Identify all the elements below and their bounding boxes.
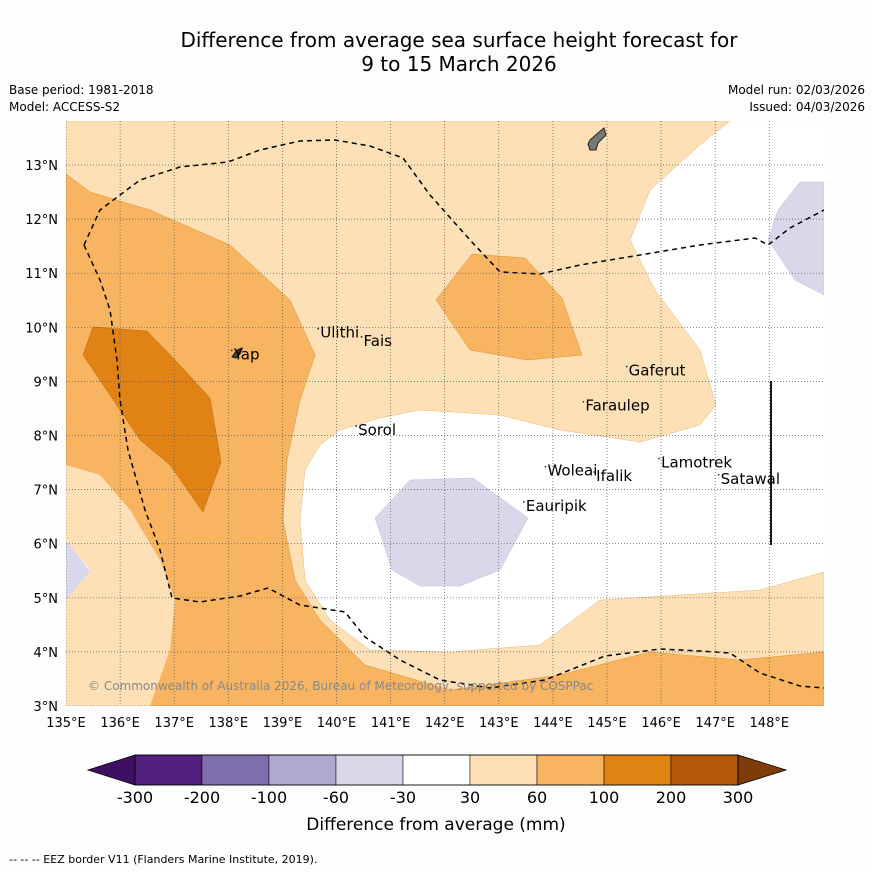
- lat-tick-label: 4°N: [34, 646, 59, 661]
- lon-tick-label: 138°E: [209, 716, 249, 731]
- lon-tick-label: 148°E: [750, 716, 790, 731]
- contour-neg-west: [66, 540, 90, 600]
- place-marker: [582, 400, 585, 403]
- lon-tick-label: 143°E: [479, 716, 519, 731]
- place-marker: [658, 457, 660, 460]
- contour-neutral-south: [66, 465, 175, 706]
- colorbar: -300 -200 -100 -60 -30 30 60 100 200 300: [86, 754, 788, 807]
- colorbar-tick-label: 60: [527, 788, 547, 807]
- colorbar-label: Difference from average (mm): [306, 815, 565, 835]
- contour-60-100-central: [435, 253, 583, 361]
- lon-tick-label: 146°E: [641, 716, 681, 731]
- guam-land: [587, 127, 607, 151]
- lat-tick-label: 13°N: [25, 159, 58, 174]
- place-marker: [355, 425, 358, 427]
- place-label-woleai: Woleai: [547, 462, 597, 480]
- colorbar-tick-label: 200: [656, 788, 687, 807]
- place-marker: [230, 349, 233, 352]
- colorbar-tick-label: -30: [390, 788, 416, 807]
- lat-tick-label: 5°N: [34, 592, 59, 607]
- place-label-satawal: Satawal: [721, 470, 780, 488]
- colorbar-tick-label: -200: [184, 788, 220, 807]
- yap-land: [231, 347, 243, 359]
- lon-tick-label: 147°E: [695, 716, 735, 731]
- lat-tick-label: 3°N: [34, 700, 59, 715]
- colorbar-swatch: [536, 754, 605, 786]
- footer-note: -- -- -- EEZ border V11 (Flanders Marine…: [9, 853, 318, 866]
- place-label-sorol: Sorol: [358, 421, 396, 439]
- place-label-faraulep: Faraulep: [585, 397, 649, 415]
- place-label-ulithi: Ulithi: [320, 324, 359, 342]
- place-marker: [317, 327, 320, 330]
- place-label-gaferut: Gaferut: [629, 362, 686, 380]
- graticule: [66, 121, 824, 706]
- colorbar-swatch: [335, 754, 404, 786]
- colorbar-tick-label: -300: [117, 788, 153, 807]
- place-label-ifalik: Ifalik: [596, 467, 632, 485]
- place-marker: [360, 335, 363, 338]
- place-label-lamotrek: Lamotrek: [661, 454, 732, 472]
- place-marker: [522, 500, 525, 503]
- lon-tick-label: 136°E: [100, 716, 140, 731]
- colorbar-tick-label: 300: [723, 788, 754, 807]
- lon-tick-label: 145°E: [587, 716, 627, 731]
- copyright-text: © Commonwealth of Australia 2026, Bureau…: [88, 679, 593, 693]
- lon-tick-label: 141°E: [371, 716, 411, 731]
- colorbar-swatch: [268, 754, 337, 786]
- contour-60-100-west: [66, 173, 824, 706]
- contour-neg-central: [374, 477, 529, 587]
- model-name: Model: ACCESS-S2: [9, 100, 121, 114]
- lon-tick-label: 142°E: [425, 716, 465, 731]
- axis-labels: 135°E 136°E 137°E 138°E 139°E 140°E 141°E 142°E…: [25, 159, 789, 731]
- colorbar-swatch: [201, 754, 270, 786]
- contour-fills: Yap Ulithi Fais Gaferut Faraulep Sorol WoleaiI…: [66, 121, 824, 706]
- lon-tick-label: 140°E: [317, 716, 357, 731]
- place-label-yap: Yap: [233, 345, 260, 363]
- lat-tick-label: 9°N: [34, 375, 59, 390]
- colorbar-tick-label: 100: [589, 788, 620, 807]
- meta-right: Model run: 02/03/2026 Issued: 04/03/2026: [728, 82, 865, 116]
- chart-title-line-2: 9 to 15 March 2026: [361, 52, 557, 76]
- colorbar-swatch: [603, 754, 672, 786]
- place-marker: [717, 473, 720, 476]
- lat-tick-label: 7°N: [34, 484, 59, 499]
- lat-tick-label: 12°N: [25, 213, 58, 228]
- colorbar-extend-high: [737, 754, 788, 786]
- place-label-eauripik: Eauripik: [526, 497, 587, 515]
- colorbar-tick-label: 30: [460, 788, 480, 807]
- chart-title-line-1: Difference from average sea surface heig…: [180, 28, 738, 52]
- lat-tick-label: 10°N: [25, 321, 58, 336]
- model-run: Model run: 02/03/2026: [727, 83, 865, 97]
- contour-neg-east: [767, 181, 824, 296]
- meta-left: Base period: 1981-2018 Model: ACCESS-S2: [9, 82, 154, 116]
- base-period: Base period: 1981-2018: [9, 83, 154, 97]
- issued-date: Issued: 04/03/2026: [749, 100, 865, 114]
- lon-tick-label: 137°E: [154, 716, 194, 731]
- lat-tick-label: 6°N: [34, 538, 59, 553]
- lat-tick-label: 8°N: [34, 430, 59, 445]
- place-label-fais: Fais: [364, 332, 393, 350]
- colorbar-outline: [134, 754, 739, 786]
- lon-tick-label: 135°E: [46, 716, 86, 731]
- colorbar-swatch: [469, 754, 538, 786]
- colorbar-swatch: [670, 754, 739, 786]
- lon-tick-label: 139°E: [263, 716, 303, 731]
- colorbar-swatch: [134, 754, 203, 786]
- place-marker: [544, 465, 547, 468]
- place-labels: Yap Ulithi Fais Gaferut Faraulep Sorol WoleaiI…: [230, 324, 780, 515]
- colorbar-tick-label: -100: [251, 788, 287, 807]
- colorbar-tick-label: -60: [323, 788, 349, 807]
- lon-tick-label: 144°E: [533, 716, 573, 731]
- colorbar-swatch: [402, 754, 471, 786]
- contour-100-200-core: [82, 326, 222, 513]
- place-marker: [625, 365, 628, 368]
- place-marker: [593, 471, 596, 473]
- colorbar-extend-low: [86, 754, 136, 786]
- lat-tick-label: 11°N: [25, 267, 58, 282]
